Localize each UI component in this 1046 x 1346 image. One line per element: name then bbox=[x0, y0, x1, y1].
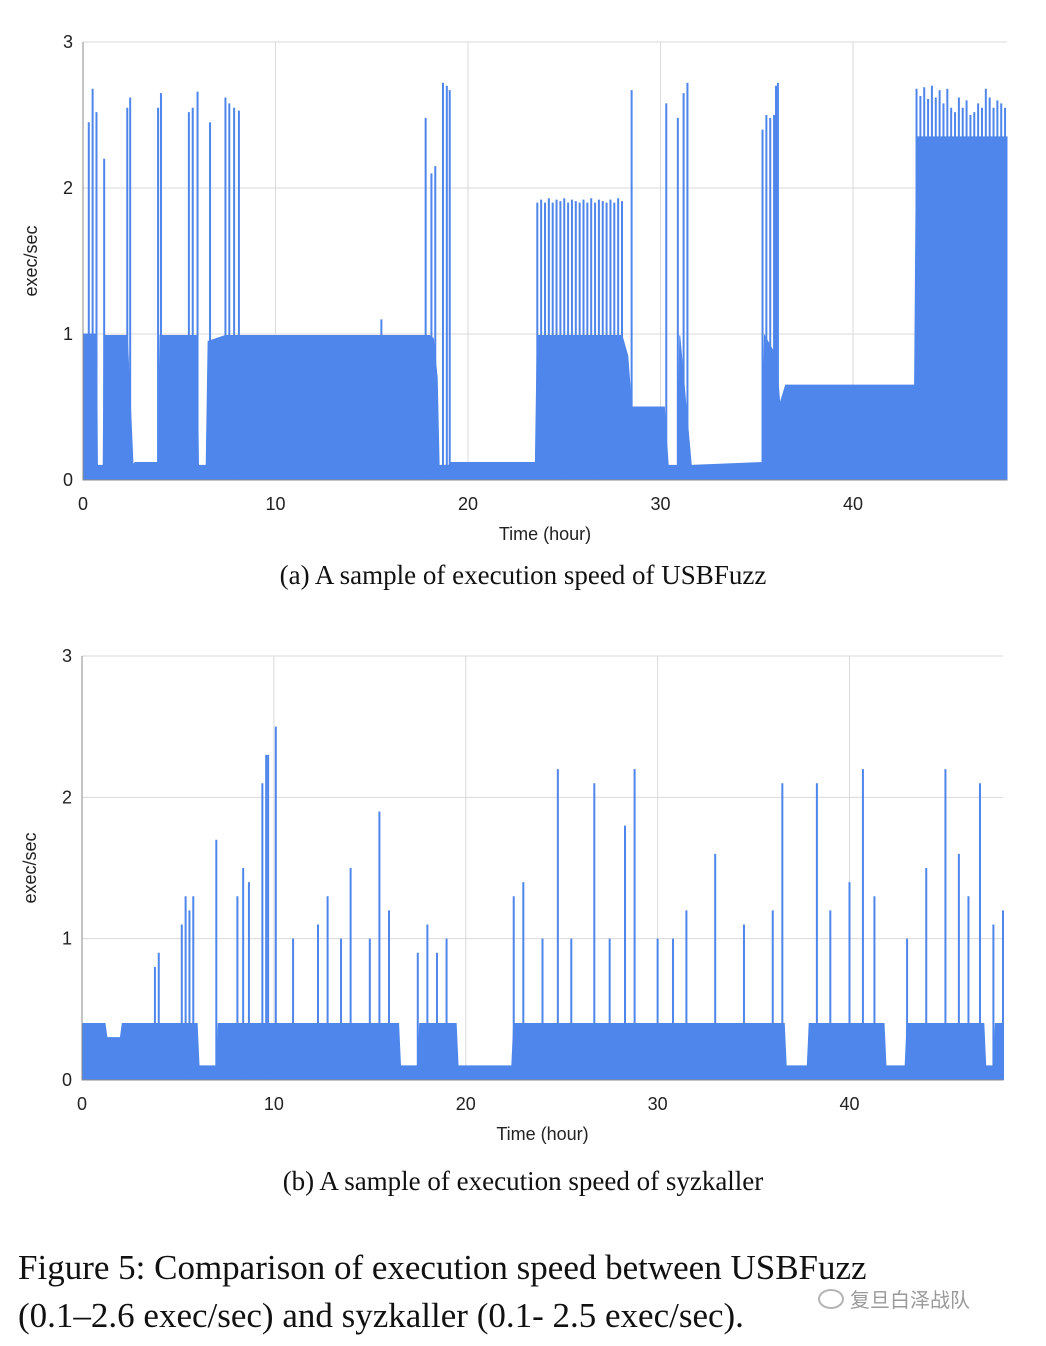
y-axis-title: exec/sec bbox=[21, 225, 41, 296]
x-tick-label: 20 bbox=[458, 494, 478, 514]
y-tick-label: 2 bbox=[63, 178, 73, 198]
figure-caption: Figure 5: Comparison of execution speed … bbox=[18, 1244, 1028, 1340]
watermark-text: 复旦白泽战队 bbox=[850, 1288, 970, 1312]
x-tick-label: 30 bbox=[650, 494, 670, 514]
x-tick-label: 40 bbox=[839, 1094, 859, 1114]
subcaption-a: (a) A sample of execution speed of USBFu… bbox=[279, 560, 767, 590]
y-tick-label: 3 bbox=[62, 646, 72, 666]
y-tick-label: 0 bbox=[63, 470, 73, 490]
spikes bbox=[87, 82, 1007, 480]
y-tick-label: 0 bbox=[62, 1070, 72, 1090]
x-axis-title: Time (hour) bbox=[496, 1124, 588, 1144]
y-tick-label: 1 bbox=[63, 324, 73, 344]
spikes bbox=[153, 726, 1004, 1080]
subcaption-b: (b) A sample of execution speed of syzka… bbox=[282, 1166, 764, 1196]
figure-caption-line-2: (0.1–2.6 exec/sec) and syzkaller (0.1- 2… bbox=[18, 1296, 744, 1335]
x-axis-title: Time (hour) bbox=[499, 524, 591, 544]
wechat-icon bbox=[818, 1288, 844, 1309]
x-tick-label: 20 bbox=[456, 1094, 476, 1114]
figure-caption-line-1: Figure 5: Comparison of execution speed … bbox=[18, 1248, 867, 1287]
y-tick-label: 2 bbox=[62, 787, 72, 807]
y-axis-title: exec/sec bbox=[20, 832, 40, 903]
x-tick-label: 0 bbox=[77, 1094, 87, 1114]
x-tick-label: 10 bbox=[264, 1094, 284, 1114]
x-tick-label: 0 bbox=[78, 494, 88, 514]
x-tick-label: 10 bbox=[265, 494, 285, 514]
watermark: 复旦白泽战队 bbox=[818, 1284, 970, 1313]
y-tick-label: 1 bbox=[62, 929, 72, 949]
x-tick-label: 40 bbox=[843, 494, 863, 514]
y-tick-label: 3 bbox=[63, 32, 73, 52]
x-tick-label: 30 bbox=[648, 1094, 668, 1114]
